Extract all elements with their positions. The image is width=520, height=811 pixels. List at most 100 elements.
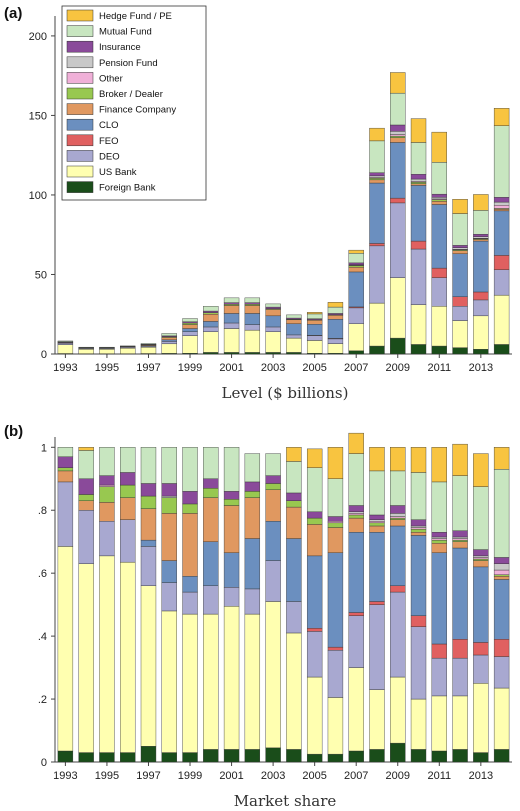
legend-swatch-pension-fund	[66, 56, 94, 69]
bar-segment-deo-2006	[327, 338, 344, 344]
legend-swatch-mutual-fund	[66, 25, 94, 37]
x-tick-label: 1993	[53, 362, 77, 374]
bar-segment-insurance-2001	[223, 302, 240, 305]
bar-segment-feo-2009	[390, 197, 406, 204]
bar-segment-insurance-1997	[140, 483, 157, 497]
bar-segment-mutual-fund-2003	[265, 303, 281, 308]
bar-segment-foreign-bank-2008	[369, 749, 385, 763]
bar-segment-foreign-bank-2011	[431, 345, 447, 355]
bar-segment-finance-company-1998	[161, 513, 177, 561]
bar-segment-hedge-fund-pe-2012	[452, 443, 468, 476]
bar-segment-deo-2012	[452, 657, 468, 697]
bar-segment-insurance-2010	[410, 174, 427, 180]
bar-segment-us-bank-2010	[410, 304, 427, 345]
bar-segment-finance-company-2003	[265, 309, 281, 317]
bar-segment-broker-dealer-1999	[182, 322, 198, 325]
bar-segment-us-bank-1998	[161, 610, 177, 753]
bar-segment-finance-company-2009	[390, 137, 406, 143]
bar-segment-us-bank-2012	[452, 320, 468, 348]
bar-segment-feo-2013	[473, 291, 489, 301]
bar-segment-feo-2012	[452, 639, 468, 659]
bar-segment-finance-company-2012	[452, 541, 468, 549]
x-tick-label: 2009	[386, 362, 410, 374]
bar-segment-other-2007	[348, 513, 364, 516]
bar-segment-clo-2002	[244, 313, 261, 325]
bar-segment-broker-dealer-2006	[327, 522, 344, 528]
bar-segment-deo-2000	[203, 326, 219, 332]
bar-segment-us-bank-2009	[390, 277, 406, 339]
bar-segment-finance-company-2010	[410, 532, 427, 536]
bar-segment-finance-company-1995	[99, 502, 115, 522]
bar-segment-other-2008	[369, 521, 385, 524]
bar-segment-insurance-1994	[78, 478, 94, 495]
bar-segment-hedge-fund-pe-2009	[390, 447, 406, 472]
bar-segment-insurance-2006	[327, 516, 344, 522]
chart-level-legend: Hedge Fund / PE Mutual Fund Insurance Pensi…	[61, 5, 207, 201]
legend-swatch-finance-company	[66, 103, 94, 115]
bar-segment-finance-company-2000	[203, 314, 219, 322]
bar-segment-finance-company-2009	[390, 519, 406, 527]
bar-segment-deo-2002	[244, 588, 261, 615]
x-tick-label: 2011	[427, 362, 451, 374]
bar-segment-us-bank-1993	[57, 344, 74, 354]
bar-segment-insurance-2008	[369, 514, 385, 520]
bar-segment-pension-fund-2011	[431, 536, 447, 539]
bar-segment-broker-dealer-2008	[369, 178, 385, 181]
bar-segment-insurance-2011	[431, 193, 447, 198]
bar-segment-deo-2002	[244, 324, 261, 331]
bar-segment-us-bank-2013	[473, 683, 489, 753]
bar-segment-mutual-fund-2004	[286, 314, 302, 319]
caption-level: Level ($ billions)	[222, 384, 349, 402]
bar-segment-us-bank-2008	[369, 302, 385, 347]
y-tick-label: 0	[41, 349, 47, 361]
bar-segment-feo-2006	[327, 646, 344, 651]
bar-segment-deo-1994	[78, 510, 94, 564]
bar-segment-finance-company-2008	[369, 525, 385, 533]
bar-segment-us-bank-2006	[327, 343, 344, 354]
bar-segment-finance-company-1999	[182, 513, 198, 577]
bar-segment-foreign-bank-2000	[203, 749, 219, 763]
bar-segment-finance-company-2001	[223, 505, 240, 553]
bar-segment-pension-fund-2012	[452, 247, 468, 250]
bar-segment-clo-2012	[452, 253, 468, 297]
bar-segment-hedge-fund-pe-2006	[327, 447, 344, 479]
bar-segment-finance-company-1999	[182, 324, 198, 329]
legend-swatch-hedge-fund-pe	[66, 9, 94, 22]
x-tick-label: 1993	[53, 770, 77, 782]
bar-segment-us-bank-2002	[244, 329, 261, 353]
bar-segment-mutual-fund-2011	[431, 162, 447, 195]
bar-segment-deo-2010	[410, 248, 427, 305]
bar-segment-foreign-bank-2002	[244, 749, 261, 763]
bar-segment-deo-2006	[327, 650, 344, 698]
chart-level-bars	[57, 72, 510, 355]
bar-segment-foreign-bank-1998	[161, 752, 177, 763]
bar-segment-insurance-2013	[473, 234, 489, 237]
bar-segment-deo-2005	[306, 631, 323, 678]
bar-segment-clo-1999	[182, 328, 198, 332]
bar-segment-hedge-fund-pe-2014	[493, 108, 510, 126]
x-tick-label: 2007	[344, 770, 368, 782]
bar-segment-clo-2004	[286, 538, 302, 602]
bar-segment-deo-2009	[390, 591, 406, 678]
bar-segment-hedge-fund-pe-2014	[493, 447, 510, 470]
bar-segment-pension-fund-2014	[493, 563, 510, 571]
bar-segment-us-bank-1993	[57, 546, 74, 752]
bar-segment-clo-2001	[223, 552, 240, 588]
bar-segment-deo-1999	[182, 331, 198, 336]
bar-segment-foreign-bank-2012	[452, 749, 468, 763]
bar-segment-mutual-fund-2014	[493, 469, 510, 558]
y-tick-label: 50	[35, 269, 47, 281]
bar-segment-hedge-fund-pe-2011	[431, 131, 447, 163]
chart-share-axes: 0 .2 .4 .6 .8 1 1993 1995 1997 1999 2001 2003 2005 20…	[38, 437, 512, 782]
legend-swatch-other	[66, 72, 94, 84]
bar-segment-clo-2003	[265, 315, 281, 328]
bar-segment-clo-2014	[493, 579, 510, 640]
bar-segment-us-bank-1997	[140, 346, 157, 354]
bar-segment-insurance-1999	[182, 491, 198, 505]
bar-segment-finance-company-1994	[78, 500, 94, 511]
x-tick-label: 1995	[95, 770, 119, 782]
bar-segment-other-2011	[431, 538, 447, 541]
bar-segment-mutual-fund-2007	[348, 453, 364, 506]
bar-segment-foreign-bank-2006	[327, 753, 344, 763]
bar-segment-deo-1995	[99, 521, 115, 557]
